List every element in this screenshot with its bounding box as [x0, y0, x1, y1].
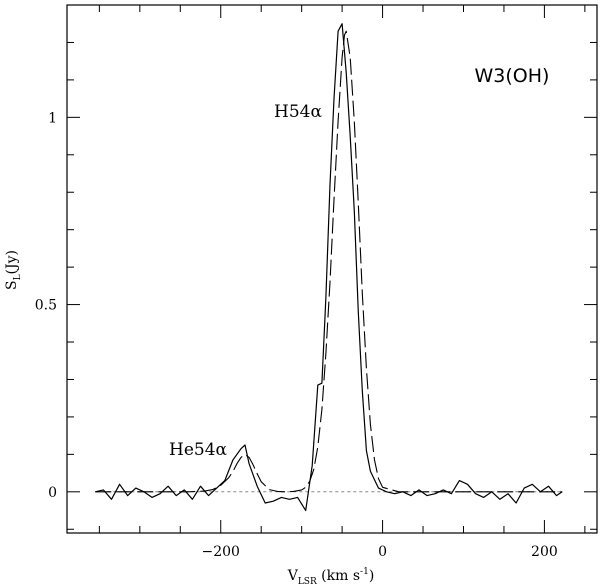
- series-layer: [95, 23, 563, 512]
- x-axis-label-sup: -1: [360, 567, 369, 577]
- x-axis-label-close: ): [369, 568, 374, 584]
- chart-title: W3(OH): [475, 65, 550, 87]
- y-tick-label: 0: [48, 485, 57, 501]
- y-axis-label: SL(Jy): [4, 250, 23, 290]
- series-line-gaussian-fit: [95, 30, 563, 493]
- y-axis-label-units: (Jy): [4, 250, 20, 274]
- y-axis-label-main: S: [4, 280, 20, 290]
- x-tick-label: −200: [202, 544, 240, 560]
- x-axis-label: VLSR (km s-1): [287, 567, 375, 587]
- x-axis-label-units: (km s: [317, 568, 360, 584]
- plot-frame: [66, 4, 598, 534]
- annotation-he54alpha: He54α: [169, 440, 228, 460]
- annotation-h54alpha: H54α: [274, 102, 322, 122]
- series-line-observed: [95, 23, 563, 512]
- x-tick-label: 0: [378, 544, 387, 560]
- x-axis-label-main: V: [287, 568, 299, 584]
- y-tick-label: 0.5: [35, 298, 57, 314]
- y-axis-label-sub: L: [13, 274, 23, 280]
- ticks-layer: −200 0 200 0 0.5 1: [35, 5, 597, 560]
- x-tick-label: 200: [531, 544, 558, 560]
- y-tick-label: 1: [48, 110, 57, 126]
- x-axis-label-sub: LSR: [298, 577, 317, 587]
